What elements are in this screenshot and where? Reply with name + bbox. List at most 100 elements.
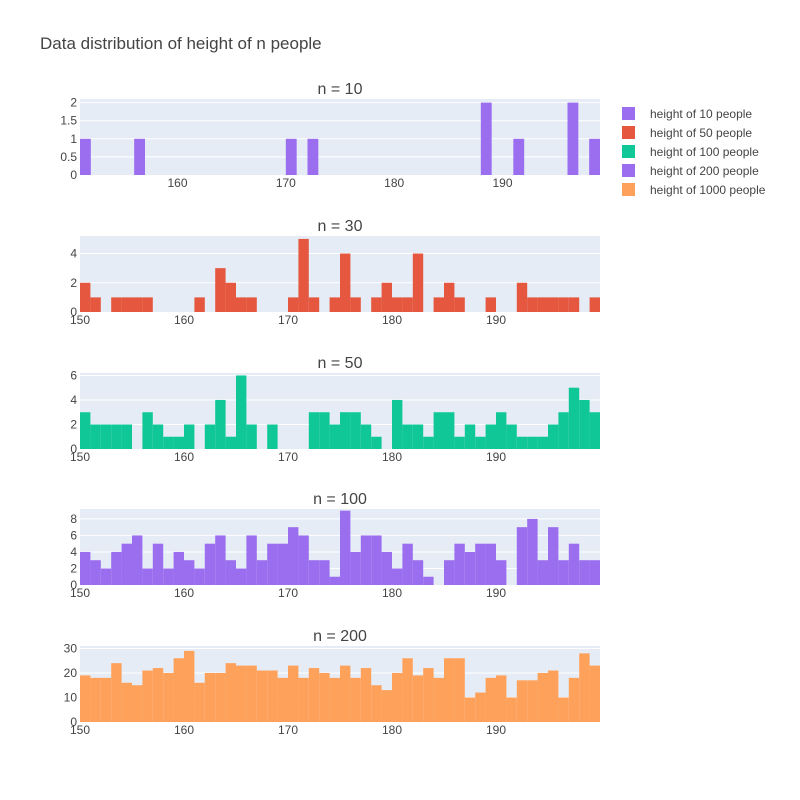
x-tick-label: 160 (174, 586, 194, 600)
histogram-bar (433, 412, 444, 449)
histogram-bar (392, 672, 403, 722)
histogram-bar (579, 399, 590, 449)
histogram-bar (496, 412, 507, 449)
histogram-bar (350, 412, 361, 449)
histogram-bar (307, 138, 319, 175)
x-tick-label: 150 (70, 313, 90, 327)
histogram-bar (152, 668, 164, 722)
x-tick-label: 170 (278, 450, 298, 464)
x-tick-label: 160 (174, 313, 194, 327)
histogram-bar (423, 668, 434, 722)
histogram-bar (225, 560, 236, 585)
histogram-bar (256, 670, 268, 722)
histogram-bar (319, 412, 330, 449)
histogram-bar (215, 268, 226, 312)
x-tick-label: 190 (486, 450, 506, 464)
histogram-bar (516, 680, 528, 722)
histogram-bar (537, 560, 548, 585)
histogram-bar (402, 297, 413, 312)
histogram-bar (412, 675, 424, 722)
legend-item[interactable]: height of 100 people (622, 142, 765, 161)
histogram-bar (277, 543, 288, 585)
histogram-bar (236, 375, 247, 449)
subplot-5: 0 10 20 30 150 160 170 180 190 n = 200 (64, 628, 600, 737)
x-tick-label: 180 (382, 313, 402, 327)
legend-item[interactable]: height of 10 people (622, 104, 765, 123)
x-tick-label: 190 (492, 176, 512, 190)
histogram-bar (350, 677, 361, 722)
x-tick-label: 160 (174, 723, 194, 737)
subplot-3: 0 2 4 6 150 160 170 180 190 n = 50 (70, 355, 600, 464)
histogram-bar (558, 412, 569, 449)
histogram-bar (567, 102, 579, 175)
legend-swatch (622, 126, 635, 139)
histogram-bar (152, 543, 164, 585)
histogram-bar (256, 560, 268, 585)
histogram-bar (298, 238, 309, 312)
histogram-bar (548, 527, 559, 585)
histogram-bar (506, 424, 517, 449)
y-tick-label: 1 (70, 132, 77, 146)
histogram-bar (402, 424, 413, 449)
histogram-bar (360, 424, 372, 449)
subplot-title: n = 50 (318, 355, 363, 372)
histogram-bar (152, 424, 164, 449)
histogram-bar (589, 560, 600, 585)
histogram-bar (111, 551, 122, 585)
subplot-4: 0 2 4 6 8 150 160 170 180 190 n = 100 (70, 491, 600, 600)
y-tick-label: 8 (70, 512, 77, 526)
histogram-bar (340, 665, 351, 722)
y-tick-label: 4 (70, 545, 77, 559)
x-tick-label: 190 (486, 586, 506, 600)
legend-swatch (622, 145, 635, 158)
subplot-title: n = 200 (313, 628, 367, 645)
histogram-bar (132, 685, 143, 722)
histogram-bar (184, 424, 195, 449)
histogram-bar (173, 658, 184, 722)
histogram-bar (340, 412, 351, 449)
histogram-bar (288, 527, 299, 585)
histogram-bar (142, 568, 153, 585)
histogram-bar (100, 424, 112, 449)
subplot-title: n = 100 (313, 491, 367, 508)
x-tick-label: 150 (70, 450, 90, 464)
histogram-bar (184, 560, 195, 585)
histogram-bar (204, 424, 216, 449)
histogram-bar (381, 551, 392, 585)
histogram-bar (558, 560, 569, 585)
histogram-bar (288, 297, 299, 312)
subplot-1: 0 0.5 1 1.5 2 160 170 180 190 n = 10 (60, 81, 600, 190)
legend-item[interactable]: height of 200 people (622, 161, 765, 180)
histogram-bar (433, 297, 444, 312)
legend-swatch (622, 183, 635, 196)
histogram-bar (121, 543, 132, 585)
histogram-bar (236, 568, 247, 585)
x-tick-label: 150 (70, 723, 90, 737)
histogram-bar (184, 650, 195, 722)
histogram-bar (589, 665, 600, 722)
histogram-bar (173, 551, 184, 585)
legend-item[interactable]: height of 50 people (622, 123, 765, 142)
legend-item[interactable]: height of 1000 people (622, 180, 765, 199)
histogram-bar (298, 535, 309, 585)
histogram-bar (121, 297, 132, 312)
x-tick-label: 160 (174, 450, 194, 464)
histogram-bar (579, 653, 590, 722)
histogram-bar (132, 297, 143, 312)
histogram-bar (568, 387, 580, 449)
histogram-bar (506, 697, 517, 722)
histogram-bar (277, 677, 288, 722)
histogram-bar (163, 436, 174, 449)
y-tick-label: 4 (70, 393, 77, 407)
y-tick-label: 6 (70, 528, 77, 542)
histogram-bar (111, 297, 122, 312)
histogram-bar (246, 535, 257, 585)
histogram-bar (329, 424, 340, 449)
legend-label: height of 200 people (650, 163, 759, 178)
histogram-bar (381, 690, 392, 722)
histogram-bar (444, 560, 455, 585)
y-tick-label: 2 (70, 561, 77, 575)
histogram-bar (298, 677, 309, 722)
histogram-bar (194, 568, 205, 585)
